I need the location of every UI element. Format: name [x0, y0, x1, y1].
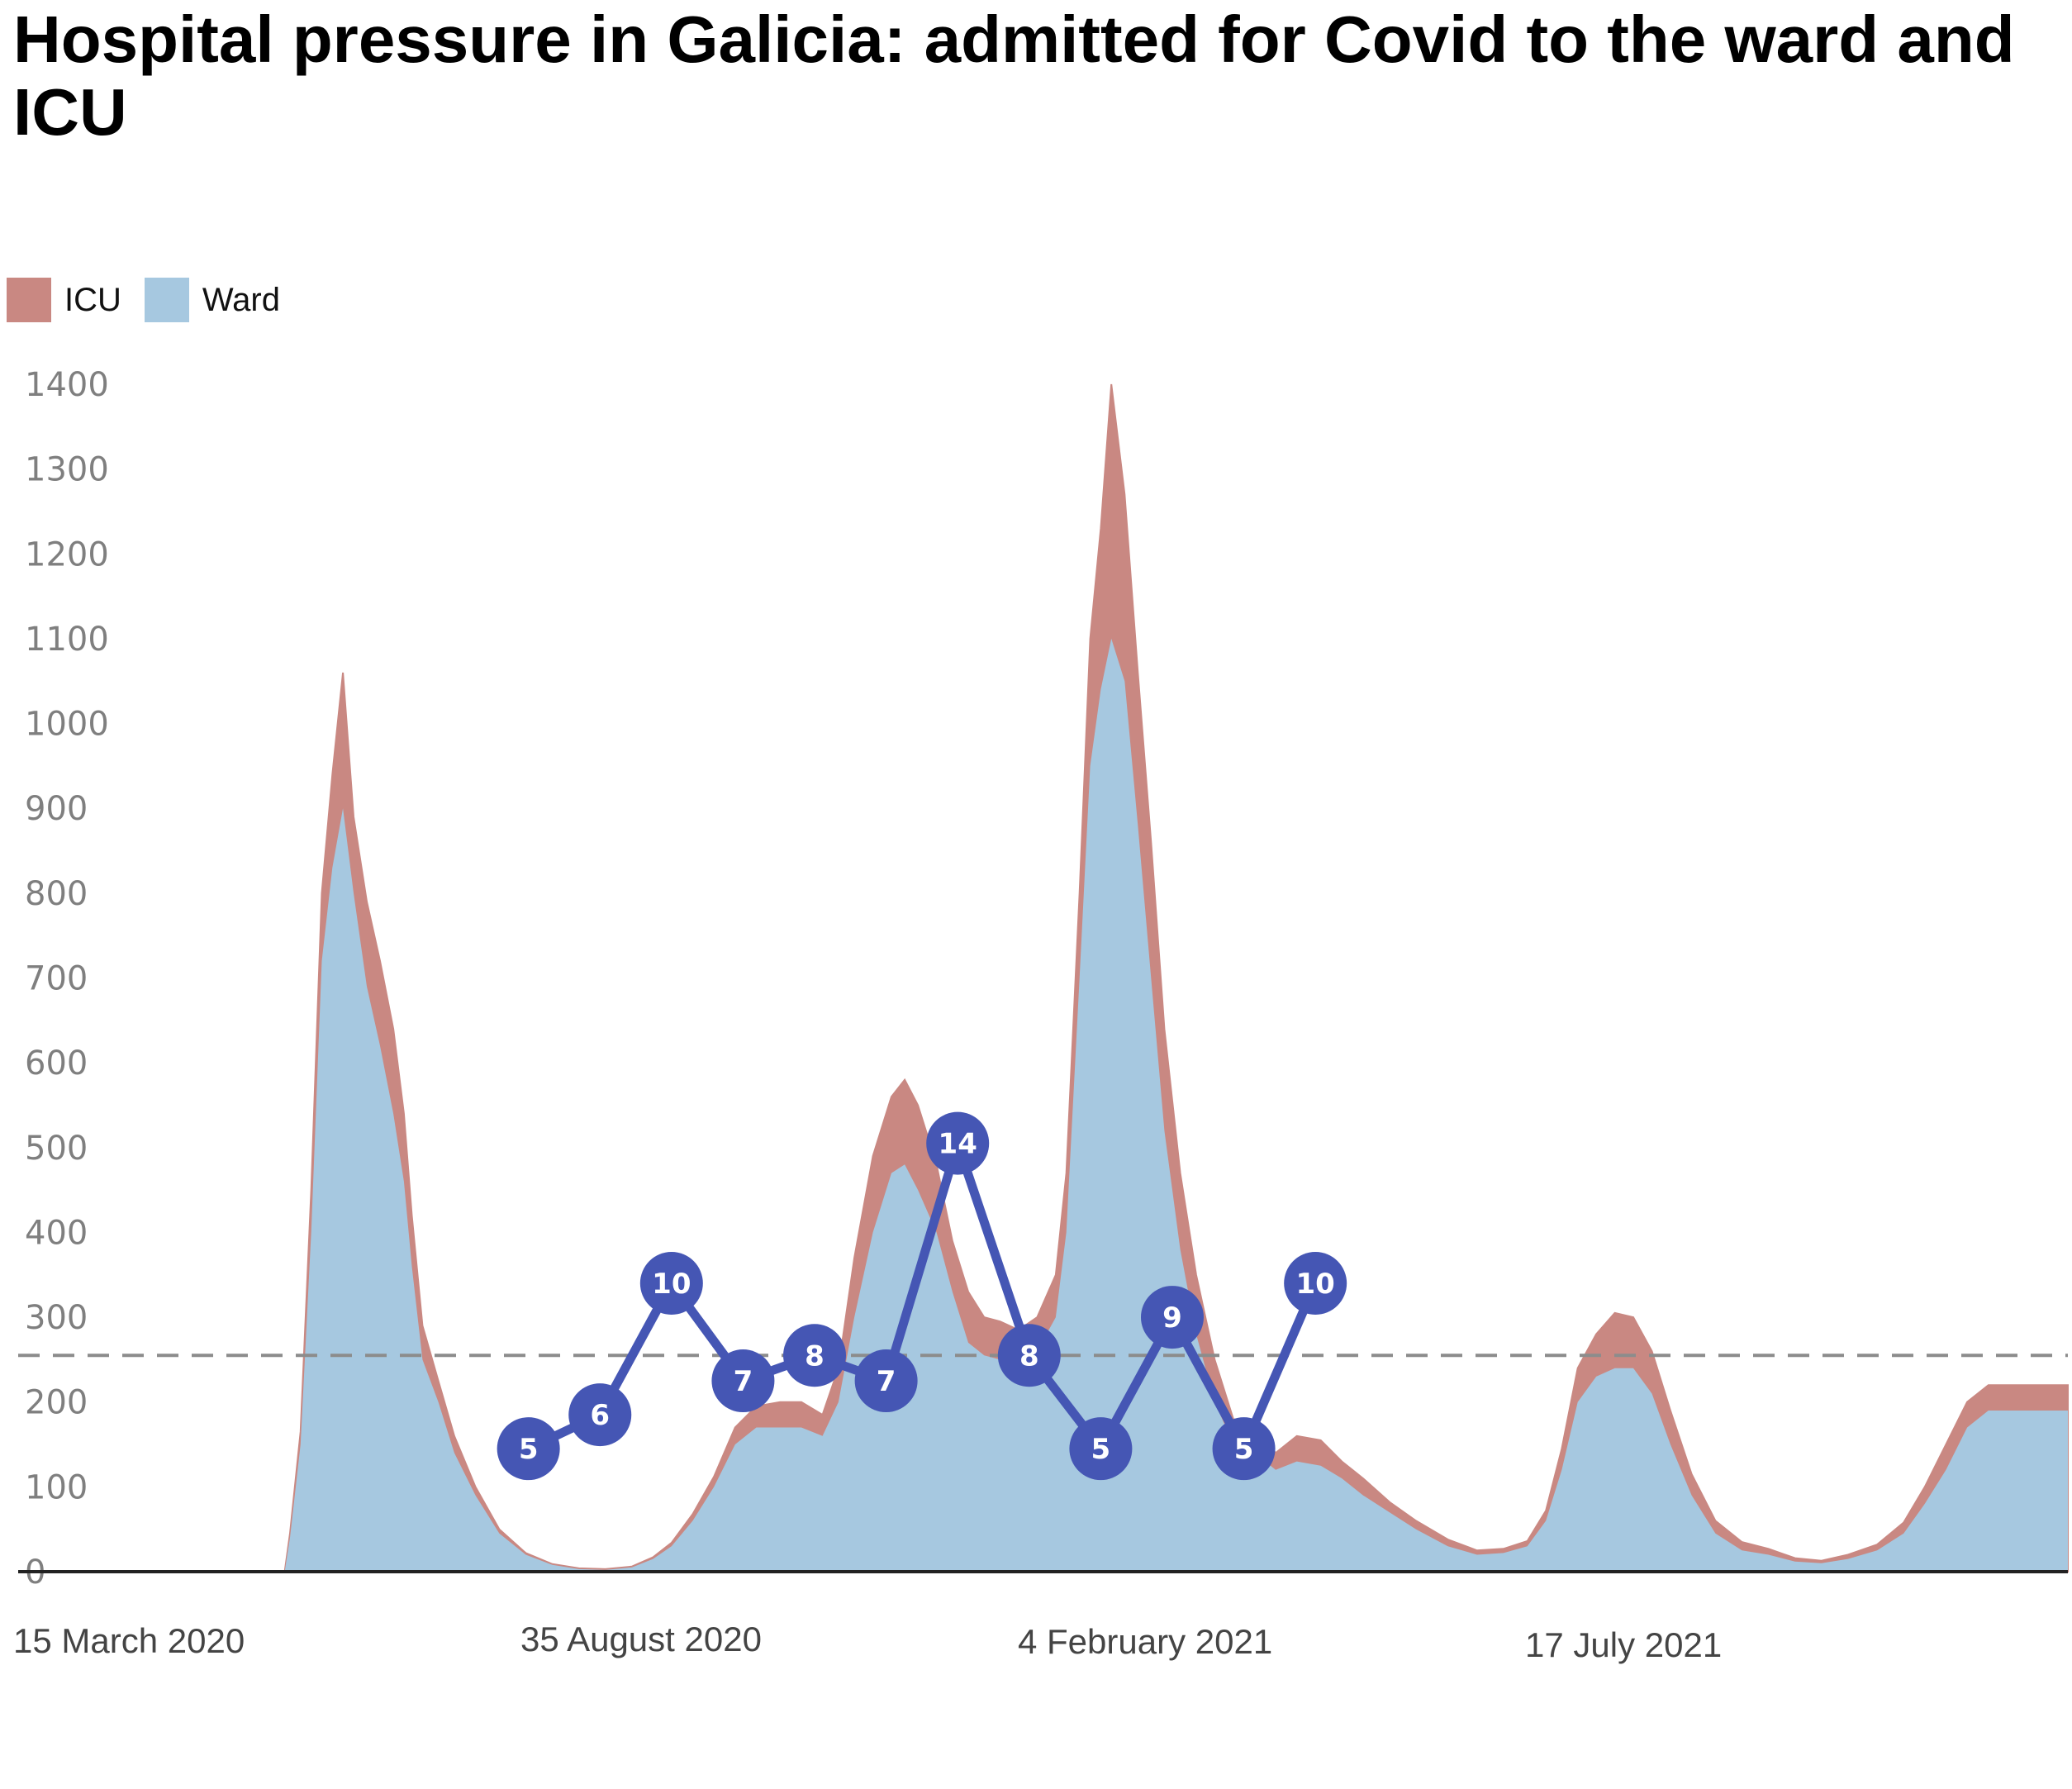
- y-tick-label: 1100: [25, 621, 109, 659]
- overlay-marker-label: 5: [1234, 1433, 1254, 1466]
- y-axis-ticks: 0100200300400500600700800900100011001200…: [25, 366, 109, 1592]
- overlay-marker-label: 8: [805, 1339, 825, 1373]
- x-tick-label: 15 March 2020: [13, 1621, 245, 1660]
- x-tick-label: 35 August 2020: [520, 1620, 762, 1658]
- overlay-marker-label: 9: [1162, 1301, 1182, 1335]
- y-tick-label: 400: [25, 1214, 88, 1252]
- overlay-marker-label: 5: [1091, 1433, 1111, 1466]
- y-tick-label: 900: [25, 790, 88, 828]
- x-axis-ticks: 15 March 2020 35 August 2020 4 February 20…: [13, 1620, 1722, 1664]
- overlay-marker-label: 5: [519, 1433, 539, 1466]
- overlay-marker-label: 14: [939, 1128, 977, 1161]
- y-tick-label: 500: [25, 1130, 88, 1168]
- overlay-marker: [497, 1417, 560, 1481]
- overlay-marker: [639, 1252, 703, 1316]
- overlay-marker: [1212, 1417, 1276, 1481]
- overlay-marker: [568, 1383, 632, 1447]
- overlay-marker: [1069, 1417, 1133, 1481]
- overlay-marker-label: 6: [590, 1399, 610, 1432]
- legend-swatch-icu: [7, 278, 51, 322]
- overlay-marker: [1284, 1252, 1347, 1316]
- x-tick-label: 17 July 2021: [1525, 1625, 1722, 1664]
- legend-item-ward[interactable]: Ward: [144, 278, 280, 322]
- legend-label-ward: Ward: [202, 281, 280, 318]
- legend-label-icu: ICU: [64, 281, 121, 318]
- y-tick-label: 600: [25, 1044, 88, 1082]
- area-series: [213, 383, 2069, 1573]
- y-tick-label: 100: [25, 1468, 88, 1506]
- overlay-marker-label: 7: [734, 1365, 753, 1398]
- y-tick-label: 1300: [25, 451, 109, 489]
- overlay-marker: [997, 1324, 1061, 1387]
- y-tick-label: 700: [25, 960, 88, 998]
- y-tick-label: 200: [25, 1384, 88, 1422]
- overlay-marker-label: 10: [1296, 1268, 1335, 1301]
- overlay-marker-label: 10: [652, 1268, 691, 1301]
- overlay-marker-label: 8: [1019, 1339, 1039, 1373]
- overlay-marker: [854, 1349, 918, 1413]
- y-tick-label: 300: [25, 1299, 88, 1337]
- legend: ICU Ward: [7, 277, 303, 323]
- legend-item-icu[interactable]: ICU: [7, 278, 121, 322]
- overlay-marker: [783, 1324, 847, 1387]
- overlay-marker: [711, 1349, 775, 1413]
- y-tick-label: 1000: [25, 706, 109, 744]
- overlay-series: 5 6 10 7 8 7 14 8 5 9 5 10: [497, 1111, 1347, 1481]
- chart-title: Hospital pressure in Galicia: admitted f…: [13, 2, 2015, 149]
- ward-area: [213, 638, 2068, 1572]
- overlay-marker: [926, 1111, 990, 1175]
- y-tick-label: 1400: [25, 366, 109, 404]
- y-tick-label: 800: [25, 875, 88, 913]
- y-tick-label: 1200: [25, 535, 109, 573]
- legend-swatch-ward: [144, 278, 189, 322]
- overlay-marker-label: 7: [877, 1365, 896, 1398]
- overlay-marker: [1140, 1286, 1204, 1349]
- x-tick-label: 4 February 2021: [1018, 1622, 1272, 1661]
